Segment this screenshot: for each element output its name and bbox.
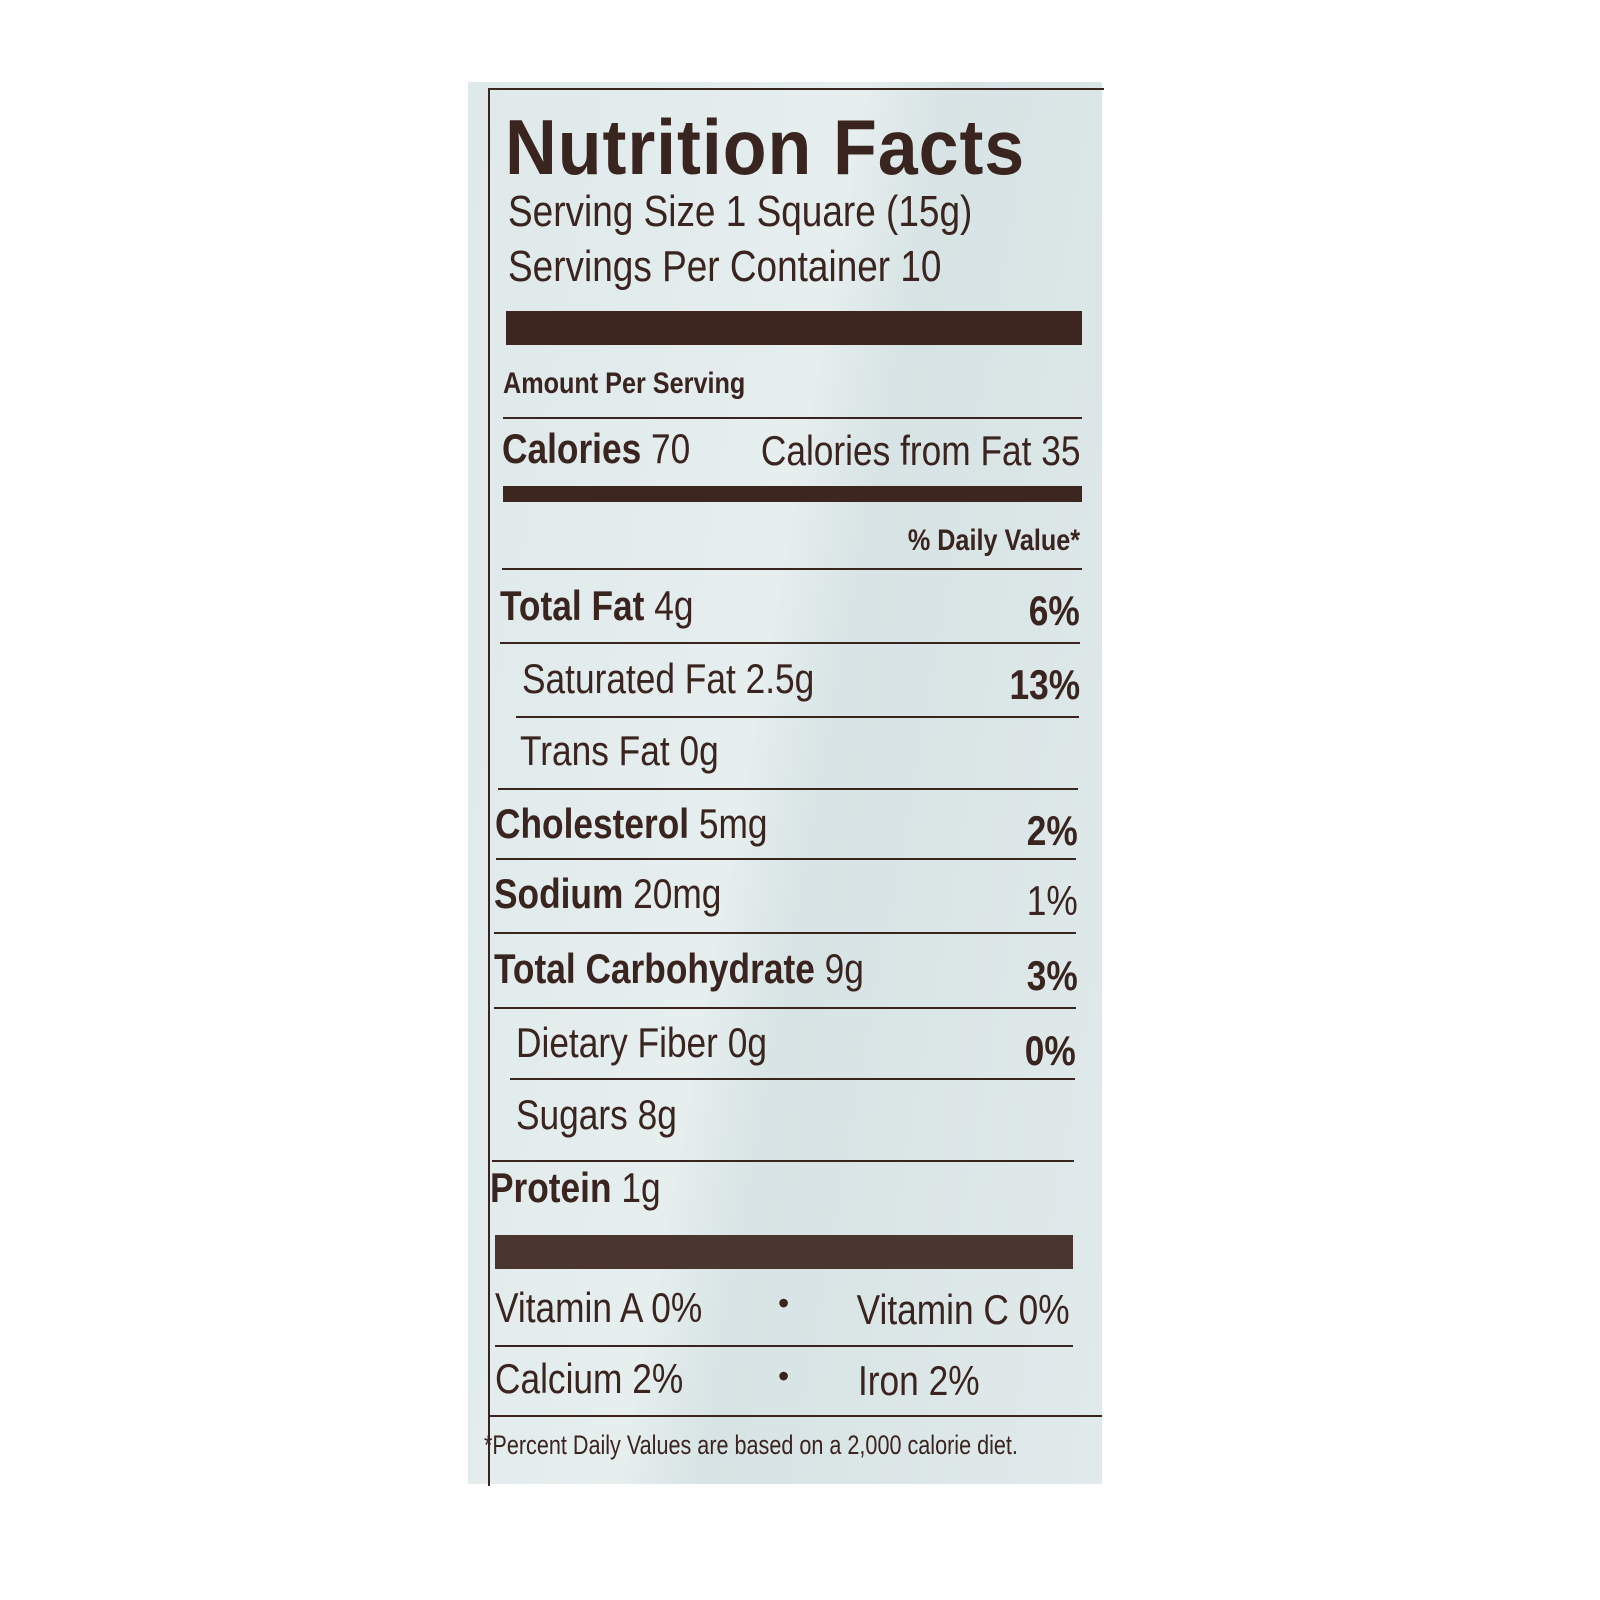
nutrient-row-total-carbohydrate: Total Carbohydrate 9g xyxy=(494,948,864,990)
nutrient-dv: 2% xyxy=(1027,807,1078,854)
label-frame xyxy=(488,88,1104,1486)
thick-divider xyxy=(506,311,1082,345)
nutrient-amount: 20mg xyxy=(633,870,722,917)
medium-divider xyxy=(503,486,1082,502)
iron: Iron 2% xyxy=(858,1357,980,1404)
nutrient-name: Protein xyxy=(490,1164,612,1211)
nutrient-dv: 3% xyxy=(1027,952,1078,999)
bullet: • xyxy=(778,1358,790,1394)
nutrient-amount: 0g xyxy=(679,727,719,774)
nutrient-row-protein: Protein 1g xyxy=(490,1167,661,1209)
servings-per-container: Servings Per Container 10 xyxy=(508,242,942,291)
bullet: • xyxy=(778,1285,790,1321)
nutrient-amount: 1g xyxy=(621,1164,661,1211)
divider xyxy=(503,417,1082,419)
nutrient-row-trans-fat: Trans Fat 0g xyxy=(520,730,719,772)
nutrient-dv: 13% xyxy=(1009,661,1080,708)
nutrient-row-total-fat: Total Fat 4g xyxy=(500,585,693,627)
divider xyxy=(492,1160,1074,1162)
thick-divider xyxy=(495,1235,1073,1269)
serving-size: Serving Size 1 Square (15g) xyxy=(508,187,973,236)
nutrient-amount: 0g xyxy=(727,1019,767,1066)
nutrient-amount: 8g xyxy=(637,1091,677,1138)
amount-per-serving: Amount Per Serving xyxy=(503,367,746,400)
nutrient-row-cholesterol: Cholesterol 5mg xyxy=(495,803,768,845)
divider xyxy=(502,568,1082,570)
label-title: Nutrition Facts xyxy=(505,103,1026,191)
footnote: *Percent Daily Values are based on a 2,0… xyxy=(484,1430,1018,1460)
nutrient-amount: 4g xyxy=(654,582,694,629)
vitamin-c: Vitamin C 0% xyxy=(856,1286,1070,1333)
nutrient-amount: 2.5g xyxy=(745,655,815,702)
calories-row: Calories 70 xyxy=(502,428,690,470)
nutrient-amount: 5mg xyxy=(698,800,768,847)
divider xyxy=(494,1007,1076,1009)
nutrient-row-sodium: Sodium 20mg xyxy=(494,873,721,915)
divider xyxy=(498,788,1078,790)
nutrient-name: Sugars xyxy=(516,1091,628,1138)
nutrient-name: Total Fat xyxy=(500,582,645,629)
divider xyxy=(494,932,1076,934)
nutrient-name: Total Carbohydrate xyxy=(494,945,815,992)
nutrient-name: Cholesterol xyxy=(495,800,690,847)
calories-label: Calories xyxy=(502,425,642,472)
calories-from-fat: Calories from Fat 35 xyxy=(760,427,1080,474)
divider xyxy=(516,716,1079,718)
vitamin-a: Vitamin A 0% xyxy=(495,1284,703,1331)
daily-value-header: % Daily Value* xyxy=(907,524,1080,557)
nutrient-name: Dietary Fiber xyxy=(516,1019,718,1066)
calcium: Calcium 2% xyxy=(495,1355,684,1402)
nutrient-dv: 6% xyxy=(1029,587,1080,634)
calories-value: 70 xyxy=(651,425,691,472)
nutrient-row-dietary-fiber: Dietary Fiber 0g xyxy=(516,1022,767,1064)
nutrient-dv: 0% xyxy=(1025,1027,1076,1074)
nutrient-row-sugars: Sugars 8g xyxy=(516,1094,677,1136)
nutrient-row-saturated-fat: Saturated Fat 2.5g xyxy=(522,658,814,700)
nutrient-name: Sodium xyxy=(494,870,624,917)
divider xyxy=(510,1078,1075,1080)
nutrient-dv: 1% xyxy=(1027,877,1078,924)
divider xyxy=(488,1415,1102,1417)
divider xyxy=(495,1345,1073,1347)
divider xyxy=(496,858,1076,860)
divider xyxy=(500,642,1080,644)
nutrient-name: Trans Fat xyxy=(520,727,670,774)
nutrient-name: Saturated Fat xyxy=(522,655,736,702)
nutrient-amount: 9g xyxy=(824,945,864,992)
